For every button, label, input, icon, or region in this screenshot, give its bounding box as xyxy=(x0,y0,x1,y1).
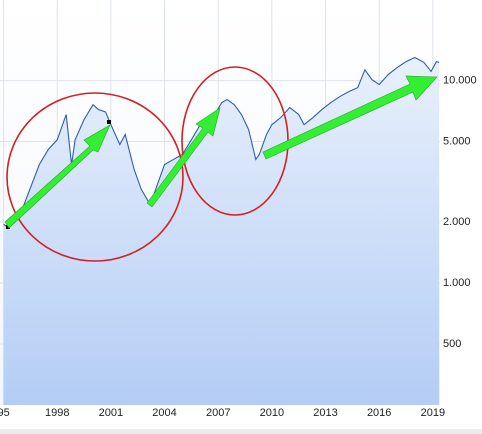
footer-band xyxy=(0,429,482,434)
y-tick-label: 500 xyxy=(443,338,461,350)
area xyxy=(3,57,440,405)
x-axis-band xyxy=(0,405,482,429)
marker xyxy=(107,120,111,124)
arrow xyxy=(4,124,111,229)
x-tick-label: 2019 xyxy=(421,407,445,419)
x-tick-label: 2010 xyxy=(260,407,284,419)
x-tick-label: 2007 xyxy=(206,407,230,419)
x-tick-label: 2001 xyxy=(99,407,123,419)
x-tick-label: 2004 xyxy=(152,407,176,419)
arrow xyxy=(262,75,438,160)
y-tick-label: 1.000 xyxy=(443,277,471,289)
y-tick-label: 2.000 xyxy=(443,216,471,228)
x-tick-label: 2013 xyxy=(313,407,337,419)
arrow xyxy=(146,107,221,208)
circle xyxy=(6,92,184,262)
x-tick-label: 95 xyxy=(0,407,10,419)
x-tick-label: 1998 xyxy=(45,407,69,419)
annotations xyxy=(4,66,438,262)
x-tick-label: 2016 xyxy=(367,407,391,419)
line xyxy=(3,56,440,228)
y-tick-label: 5.000 xyxy=(443,135,471,147)
y-tick-label: 10.000 xyxy=(443,74,477,86)
